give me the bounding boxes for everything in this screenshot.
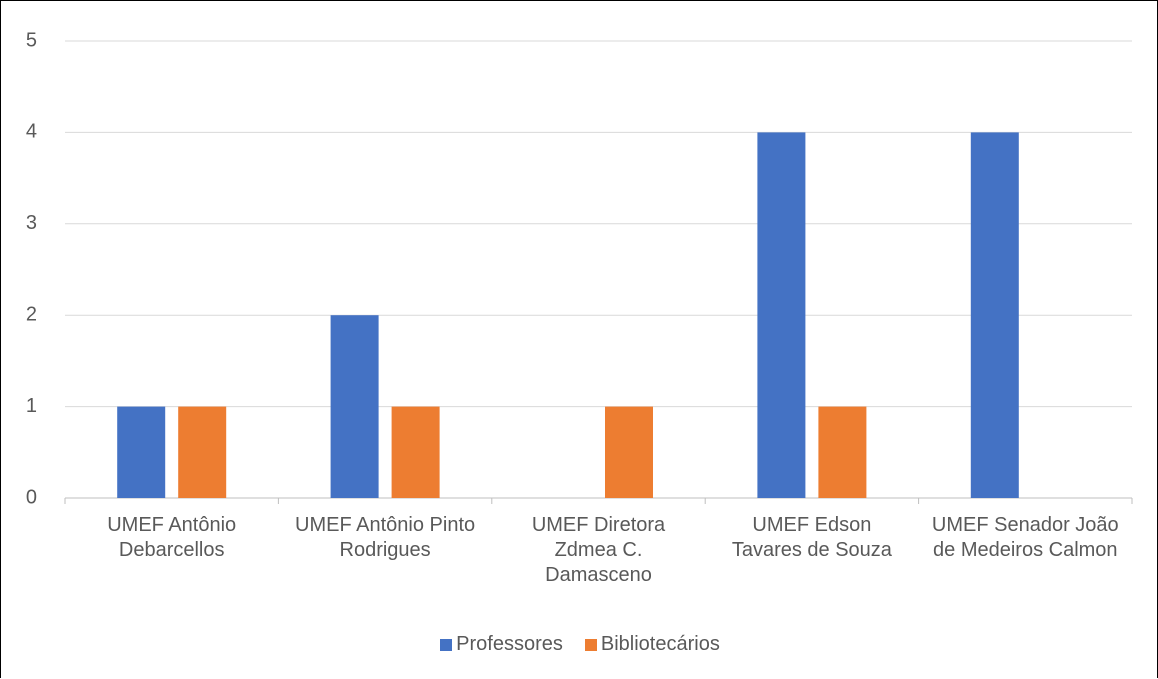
y-tick-label: 2	[26, 303, 37, 325]
y-tick-label: 0	[26, 486, 37, 508]
bar	[757, 132, 806, 498]
bar	[970, 132, 1019, 498]
x-tick-label: UMEF Senador João de Medeiros Calmon	[931, 514, 1119, 561]
x-tick-label: UMEF Antônio Pinto Rodrigues	[295, 514, 476, 561]
y-tick-label: 5	[26, 29, 37, 51]
legend-swatch	[584, 638, 597, 651]
legend-item: Bibliotecários	[584, 633, 720, 656]
legend: Professores Bibliotecários	[1, 633, 1158, 656]
bar	[330, 315, 379, 498]
legend-label: Professores	[456, 633, 563, 655]
legend-swatch	[440, 638, 453, 651]
legend-label: Bibliotecários	[600, 633, 720, 655]
x-tick-label: UMEF Diretora Zdmea C. Damasceno	[531, 514, 666, 586]
y-tick-label: 3	[26, 212, 37, 234]
y-tick-label: 1	[26, 395, 37, 417]
y-tick-label: 4	[26, 121, 37, 143]
bar	[391, 406, 440, 498]
legend-item: Professores	[440, 633, 563, 656]
bar	[117, 406, 166, 498]
bar	[605, 406, 653, 498]
bar	[178, 406, 227, 498]
x-tick-label: UMEF Edson Tavares de Souza	[731, 514, 892, 561]
x-tick-label: UMEF Antônio Debarcellos	[107, 514, 237, 561]
bar	[818, 406, 867, 498]
